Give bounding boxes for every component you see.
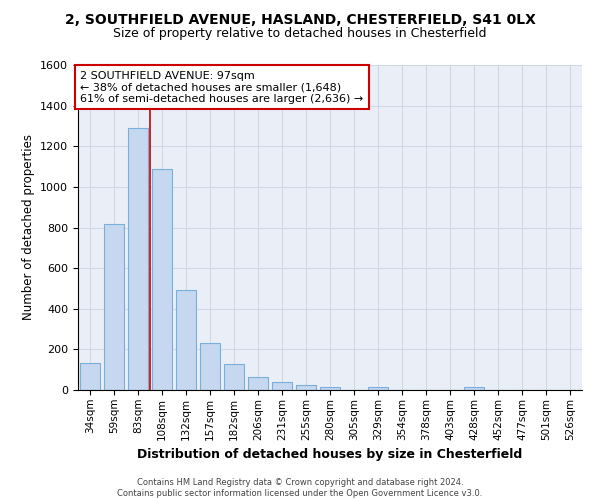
- Y-axis label: Number of detached properties: Number of detached properties: [22, 134, 35, 320]
- Bar: [272, 382, 292, 390]
- Bar: [176, 290, 196, 390]
- Text: Contains HM Land Registry data © Crown copyright and database right 2024.
Contai: Contains HM Land Registry data © Crown c…: [118, 478, 482, 498]
- Bar: [248, 377, 268, 390]
- Bar: [104, 224, 124, 390]
- Bar: [368, 387, 388, 390]
- Text: 2 SOUTHFIELD AVENUE: 97sqm
← 38% of detached houses are smaller (1,648)
61% of s: 2 SOUTHFIELD AVENUE: 97sqm ← 38% of deta…: [80, 70, 364, 104]
- X-axis label: Distribution of detached houses by size in Chesterfield: Distribution of detached houses by size …: [137, 448, 523, 461]
- Bar: [152, 168, 172, 390]
- Bar: [80, 362, 100, 390]
- Bar: [128, 128, 148, 390]
- Bar: [296, 384, 316, 390]
- Bar: [200, 344, 220, 390]
- Text: Size of property relative to detached houses in Chesterfield: Size of property relative to detached ho…: [113, 28, 487, 40]
- Text: 2, SOUTHFIELD AVENUE, HASLAND, CHESTERFIELD, S41 0LX: 2, SOUTHFIELD AVENUE, HASLAND, CHESTERFI…: [65, 12, 535, 26]
- Bar: [320, 387, 340, 390]
- Bar: [464, 387, 484, 390]
- Bar: [224, 364, 244, 390]
